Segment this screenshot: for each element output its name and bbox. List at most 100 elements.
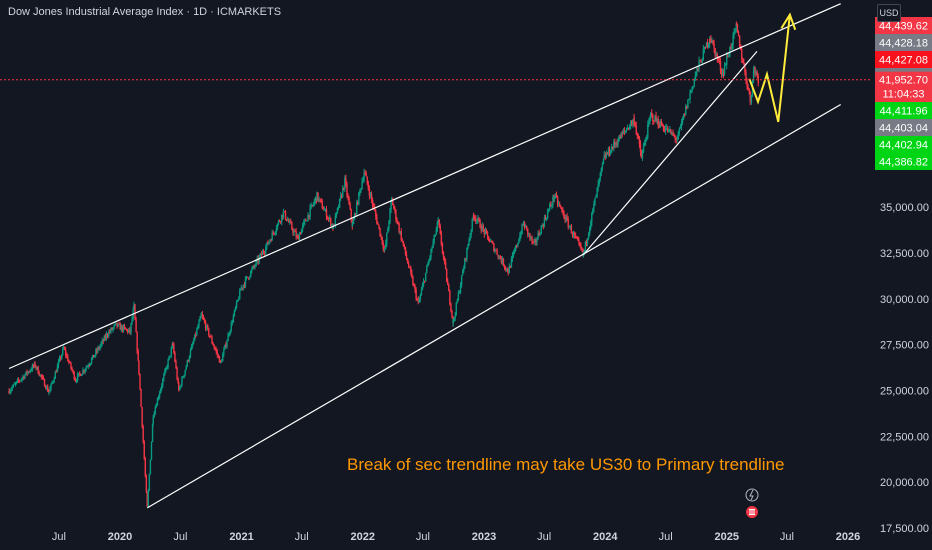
candle-body <box>28 371 30 373</box>
candle-body <box>36 366 38 368</box>
candle-body <box>432 241 434 248</box>
candle-body <box>144 458 147 476</box>
candle-body <box>149 459 152 475</box>
candle-body <box>304 219 306 222</box>
candle-body <box>257 258 259 262</box>
candle-body <box>191 343 194 346</box>
upper-channel-line[interactable] <box>8 3 841 370</box>
candle-body <box>721 72 724 75</box>
candle-body <box>55 371 58 373</box>
projection-polyline[interactable] <box>748 14 791 123</box>
candle-body <box>119 324 121 330</box>
candle-body <box>71 368 73 371</box>
candle-body <box>215 349 217 352</box>
price-tags: 44,439.6244,428.1844,427.0844,419.1644,4… <box>875 17 932 170</box>
candle-body <box>380 236 382 237</box>
candle-body <box>83 370 85 372</box>
candle-body <box>328 218 331 219</box>
lightning-icon[interactable] <box>745 488 759 502</box>
candle-body <box>424 272 427 282</box>
candle-body <box>289 221 291 223</box>
candle-body <box>351 223 354 227</box>
candle-body <box>755 72 757 74</box>
candle-body <box>255 260 257 266</box>
candle-body <box>606 153 609 155</box>
last-price-tag <box>875 71 932 102</box>
candle-body <box>337 207 340 209</box>
candle-body <box>749 101 752 103</box>
candle-body <box>447 281 449 286</box>
candle-body <box>228 334 230 336</box>
candle-body <box>21 378 23 380</box>
candle-body <box>208 328 210 336</box>
y-tick-label: 32,500.00 <box>880 248 929 260</box>
candle-body <box>194 334 196 341</box>
candle-body <box>113 325 115 328</box>
chart-title: Dow Jones Industrial Average Index · 1D … <box>8 6 282 18</box>
candle-body <box>74 380 77 382</box>
candle-body <box>416 298 418 300</box>
candle-body <box>511 255 514 259</box>
candle-body <box>271 232 273 241</box>
candle-body <box>451 311 453 317</box>
candle-body <box>42 377 45 380</box>
candle-body <box>145 475 148 492</box>
candle-body <box>185 366 187 370</box>
candle-body <box>478 218 480 221</box>
candle-body <box>137 351 139 361</box>
candle-body <box>62 348 64 355</box>
candle-body <box>14 383 17 385</box>
candle-body <box>610 147 613 153</box>
candle-body <box>323 209 326 211</box>
candle-body <box>534 239 536 243</box>
candle-body <box>593 203 595 209</box>
candle-body <box>133 304 135 310</box>
candle-body <box>107 335 109 337</box>
candle-body <box>754 67 756 74</box>
candle-body <box>496 250 498 255</box>
lower-channel-line[interactable] <box>146 103 841 509</box>
price-tag-label: 44,428.18 <box>879 38 928 50</box>
candle-body <box>9 391 11 394</box>
candle-body <box>233 310 236 316</box>
candle-body <box>96 350 98 352</box>
x-tick-label: Jul <box>416 531 430 543</box>
candle-body <box>125 329 128 331</box>
secondary-trendline-line[interactable] <box>582 50 758 256</box>
candle-body <box>251 268 253 272</box>
candle-body <box>735 23 738 25</box>
candle-body <box>696 68 698 73</box>
currency-button[interactable]: USD <box>877 4 901 22</box>
candle-body <box>736 24 739 33</box>
candle-body <box>261 251 264 256</box>
candle-body <box>200 314 202 317</box>
candle-body <box>455 302 458 315</box>
candle-body <box>214 347 216 350</box>
candle-body <box>158 393 161 398</box>
candle-body <box>712 40 714 44</box>
candle-body <box>118 323 120 325</box>
candle-body <box>316 192 318 201</box>
candle-body <box>732 33 734 46</box>
x-tick-label: 2026 <box>836 531 860 543</box>
candle-body <box>262 251 265 253</box>
candle-body <box>45 386 48 389</box>
candle-body <box>170 348 172 356</box>
candle-body <box>56 365 59 373</box>
candle-body <box>741 49 743 59</box>
candle-body <box>398 223 400 232</box>
candle-body <box>80 373 82 376</box>
candle-body <box>392 198 394 206</box>
candle-body <box>691 86 693 91</box>
candle-body <box>250 271 252 277</box>
flag-icon[interactable] <box>746 506 758 518</box>
candle-body <box>277 220 280 224</box>
candle-body <box>300 228 303 235</box>
candle-body <box>190 345 193 351</box>
candle-body <box>354 213 357 215</box>
candle-body <box>435 229 438 235</box>
candle-body <box>544 217 547 219</box>
candle-body <box>395 210 397 220</box>
candle-body <box>614 141 616 145</box>
